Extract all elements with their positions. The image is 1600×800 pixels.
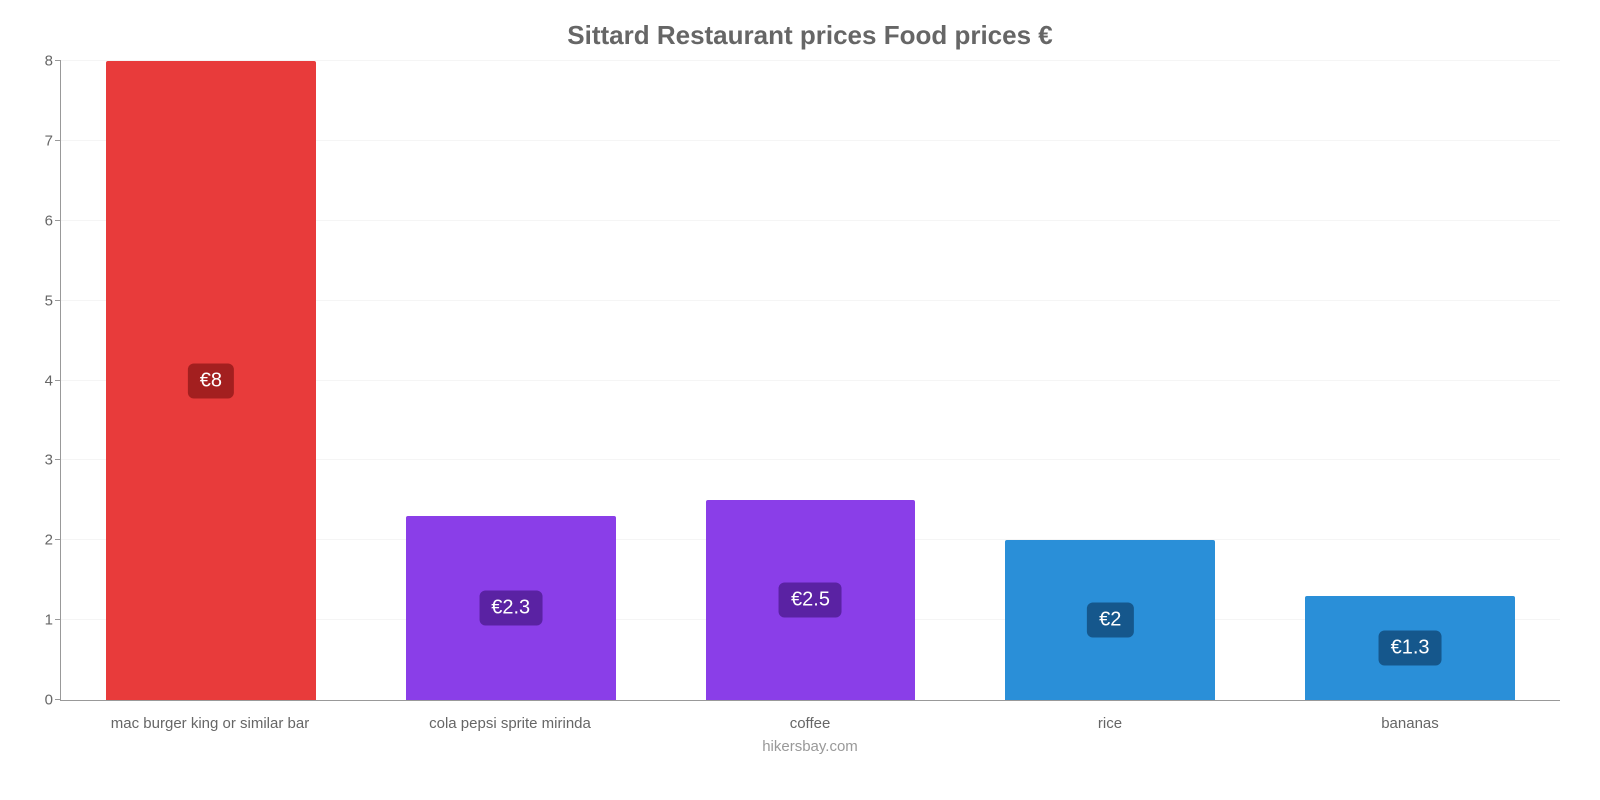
y-tick-label: 5	[45, 292, 61, 309]
y-tick-label: 2	[45, 532, 61, 549]
bar-value-label: €2.3	[479, 591, 542, 626]
chart-title: Sittard Restaurant prices Food prices €	[60, 20, 1560, 51]
y-tick-label: 6	[45, 212, 61, 229]
bar-value-label: €1.3	[1379, 631, 1442, 666]
bar-slot: €8	[61, 61, 361, 700]
plot-area: 012345678 €8€2.3€2.5€2€1.3	[60, 61, 1560, 701]
bar: €2.3	[406, 516, 616, 700]
bar-slot: €2.3	[361, 61, 661, 700]
bar-slot: €1.3	[1260, 61, 1560, 700]
bar-slot: €2.5	[661, 61, 961, 700]
attribution-text: hikersbay.com	[60, 738, 1560, 755]
y-tick-label: 3	[45, 452, 61, 469]
x-axis-label: coffee	[660, 715, 960, 732]
bar: €8	[106, 61, 316, 700]
bar: €1.3	[1305, 596, 1515, 700]
bars-row: €8 €2.3 €2.5 €2 €1.3	[61, 61, 1560, 700]
y-tick-label: 1	[45, 612, 61, 629]
x-axis-label: rice	[960, 715, 1260, 732]
bar-slot: €2	[960, 61, 1260, 700]
x-axis-labels: mac burger king or similar barcola pepsi…	[60, 715, 1560, 732]
bar: €2	[1005, 540, 1215, 700]
bar: €2.5	[706, 500, 916, 700]
y-tick-label: 0	[45, 692, 61, 709]
y-tick-label: 4	[45, 372, 61, 389]
bar-value-label: €2	[1087, 603, 1133, 638]
price-chart: Sittard Restaurant prices Food prices € …	[0, 0, 1600, 800]
bar-value-label: €2.5	[779, 583, 842, 618]
x-axis-label: mac burger king or similar bar	[60, 715, 360, 732]
bar-value-label: €8	[188, 363, 234, 398]
x-axis-label: bananas	[1260, 715, 1560, 732]
x-axis-label: cola pepsi sprite mirinda	[360, 715, 660, 732]
y-tick-label: 7	[45, 132, 61, 149]
y-tick-label: 8	[45, 53, 61, 70]
